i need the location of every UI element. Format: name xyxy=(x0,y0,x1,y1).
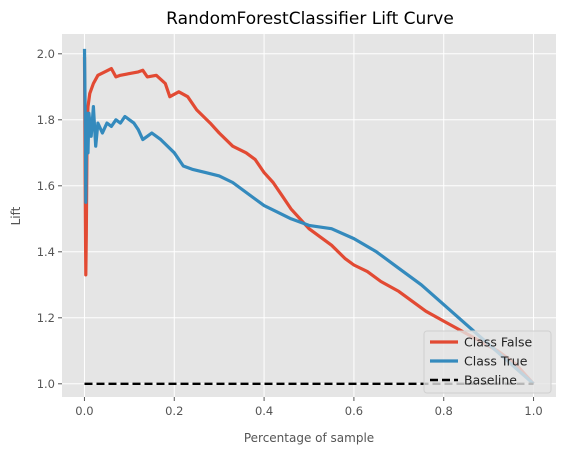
legend-item-baseline-label: Baseline xyxy=(464,373,517,388)
y-tick-label: 1.0 xyxy=(37,377,55,391)
legend: Class False Class True Baseline xyxy=(424,331,551,393)
legend-item-class-false-label: Class False xyxy=(464,335,533,350)
chart-title: RandomForestClassifier Lift Curve xyxy=(166,9,454,29)
x-tick-label: 0.8 xyxy=(435,404,453,418)
y-tick-label: 1.2 xyxy=(37,311,55,325)
x-tick-label: 1.0 xyxy=(524,404,542,418)
x-tick-label: 0.6 xyxy=(345,404,363,418)
x-tick-label: 0.4 xyxy=(255,404,273,418)
x-tick-label: 0.0 xyxy=(75,404,93,418)
legend-item-class-true-label: Class True xyxy=(464,354,528,369)
y-axis-label: Lift xyxy=(9,206,23,225)
y-tick-label: 2.0 xyxy=(37,47,55,61)
x-tick-label: 0.2 xyxy=(165,404,183,418)
y-axis-ticks: 1.0 1.2 1.4 1.6 1.8 2.0 xyxy=(37,47,62,391)
y-tick-label: 1.4 xyxy=(37,245,55,259)
y-tick-label: 1.8 xyxy=(37,113,55,127)
x-axis-label: Percentage of sample xyxy=(244,431,374,445)
y-tick-label: 1.6 xyxy=(37,179,55,193)
x-axis-ticks: 0.0 0.2 0.4 0.6 0.8 1.0 xyxy=(75,397,542,418)
